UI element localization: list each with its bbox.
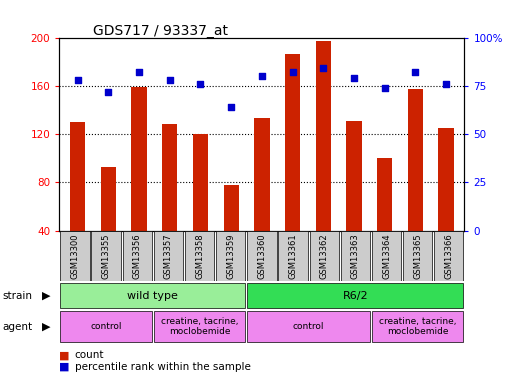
Bar (346, 121, 362, 231)
Bar (254, 118, 269, 231)
Bar (216, 231, 245, 281)
Point (257, 73, 266, 79)
Point (166, 77, 174, 83)
Text: ■: ■ (59, 351, 70, 360)
Bar (372, 231, 401, 281)
Point (104, 88, 112, 94)
Point (442, 81, 450, 87)
Text: GSM13363: GSM13363 (351, 233, 360, 279)
Bar (310, 231, 339, 281)
Bar (438, 128, 454, 231)
Bar (247, 311, 370, 342)
Text: GSM13366: GSM13366 (444, 233, 454, 279)
Text: GSM13357: GSM13357 (164, 233, 173, 279)
Bar (279, 231, 308, 281)
Text: creatine, tacrine,
moclobemide: creatine, tacrine, moclobemide (161, 317, 238, 336)
Bar (91, 231, 121, 281)
Bar (247, 231, 277, 281)
Point (288, 69, 297, 75)
Text: agent: agent (3, 322, 33, 332)
Bar (247, 283, 463, 308)
Point (319, 65, 327, 71)
Text: creatine, tacrine,
moclobemide: creatine, tacrine, moclobemide (379, 317, 457, 336)
Text: ▶: ▶ (42, 322, 50, 332)
Text: GSM13361: GSM13361 (288, 233, 298, 279)
Text: GSM13355: GSM13355 (102, 233, 110, 279)
Text: GSM13358: GSM13358 (195, 233, 204, 279)
Point (197, 81, 205, 87)
Text: strain: strain (3, 291, 33, 301)
Bar (60, 311, 152, 342)
Bar (154, 311, 245, 342)
Text: GSM13362: GSM13362 (320, 233, 329, 279)
Text: ■: ■ (59, 362, 70, 372)
Bar (162, 124, 178, 231)
Bar (316, 41, 331, 231)
Text: percentile rank within the sample: percentile rank within the sample (75, 362, 251, 372)
Point (227, 104, 235, 110)
Text: GSM13364: GSM13364 (382, 233, 391, 279)
Bar (193, 134, 208, 231)
Point (411, 69, 420, 75)
Bar (408, 89, 423, 231)
Bar (434, 231, 463, 281)
Bar (185, 231, 214, 281)
Bar (377, 158, 392, 231)
Bar (101, 166, 116, 231)
Text: control: control (90, 322, 122, 331)
Text: control: control (293, 322, 325, 331)
Text: GDS717 / 93337_at: GDS717 / 93337_at (93, 24, 228, 38)
Bar (60, 231, 90, 281)
Text: GSM13300: GSM13300 (70, 233, 79, 279)
Bar (123, 231, 152, 281)
Point (135, 69, 143, 75)
Point (74, 77, 82, 83)
Text: GSM13356: GSM13356 (133, 233, 142, 279)
Bar (372, 311, 463, 342)
Text: GSM13365: GSM13365 (413, 233, 422, 279)
Bar (132, 87, 147, 231)
Text: GSM13360: GSM13360 (257, 233, 266, 279)
Text: count: count (75, 351, 104, 360)
Bar (285, 54, 300, 231)
Point (350, 75, 358, 81)
Bar (60, 283, 245, 308)
Bar (403, 231, 432, 281)
Bar (341, 231, 370, 281)
Bar (154, 231, 183, 281)
Point (380, 85, 389, 91)
Text: ▶: ▶ (42, 291, 50, 301)
Text: wild type: wild type (127, 291, 178, 301)
Bar (223, 185, 239, 231)
Text: GSM13359: GSM13359 (226, 233, 235, 279)
Bar (70, 122, 86, 231)
Text: R6/2: R6/2 (343, 291, 368, 301)
